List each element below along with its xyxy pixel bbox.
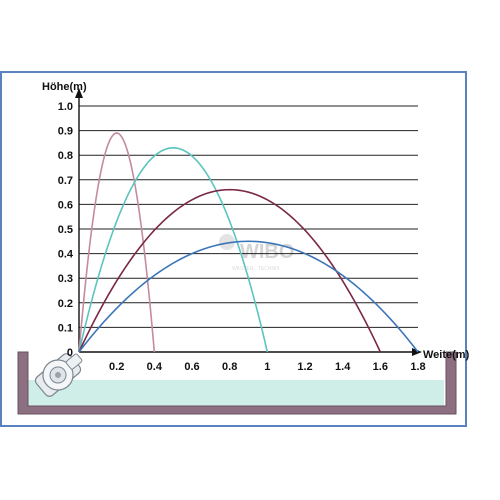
y-tick-label: 0.7	[58, 175, 73, 187]
water-surface	[24, 380, 444, 406]
y-tick-label: 0.3	[58, 273, 73, 285]
x-tick-label: 0.4	[147, 361, 163, 373]
y-tick-label: 0.6	[58, 199, 73, 211]
y-tick-label: 0.2	[58, 298, 73, 310]
y-axis-arrow	[75, 88, 83, 98]
watermark-subtext: WASSER · TECHNIK	[232, 266, 280, 272]
grid-lines	[79, 105, 418, 328]
water-basin	[17, 351, 457, 415]
y-tick-label: 0.1	[58, 322, 73, 334]
basin-wall	[17, 351, 457, 415]
nozzle-icon	[34, 353, 83, 397]
y-tick-label: 0.9	[58, 126, 73, 138]
y-axis-label: Höhe(m)	[42, 81, 87, 93]
y-tick-label: 0.5	[58, 224, 73, 236]
trajectory-line-4	[78, 240, 419, 353]
x-tick-label: 1	[264, 361, 270, 373]
trajectory-line-1	[78, 132, 156, 353]
y-tick-label: 1.0	[58, 101, 73, 113]
x-tick-label: 0.2	[109, 361, 124, 373]
x-tick-label: 1.8	[410, 361, 425, 373]
y-tick-label: 0.4	[58, 249, 74, 261]
x-tick-label: 0.8	[222, 361, 237, 373]
x-tick-label: 1.4	[335, 361, 351, 373]
watermark-text: WIBO	[240, 241, 294, 263]
y-tick-label: 0	[67, 347, 73, 359]
trajectory-line-2	[78, 147, 269, 353]
x-axis-label: Weite(m)	[423, 349, 470, 361]
series-group	[78, 132, 419, 353]
x-tick-label: 1.2	[297, 361, 312, 373]
x-tick-label: 1.6	[373, 361, 388, 373]
trajectory-line-3	[78, 188, 382, 353]
x-tick-label: 0.6	[184, 361, 199, 373]
tick-labels: 0 0.1 0.2 0.3 0.4 0.5 0.6 0.7 0.8 0.9 1.0 0.2 0.4 0.6…	[58, 101, 426, 373]
watermark-logo: WIBO WASSER · TECHNIK	[219, 234, 294, 272]
y-tick-label: 0.8	[58, 150, 73, 162]
axes	[75, 88, 422, 356]
